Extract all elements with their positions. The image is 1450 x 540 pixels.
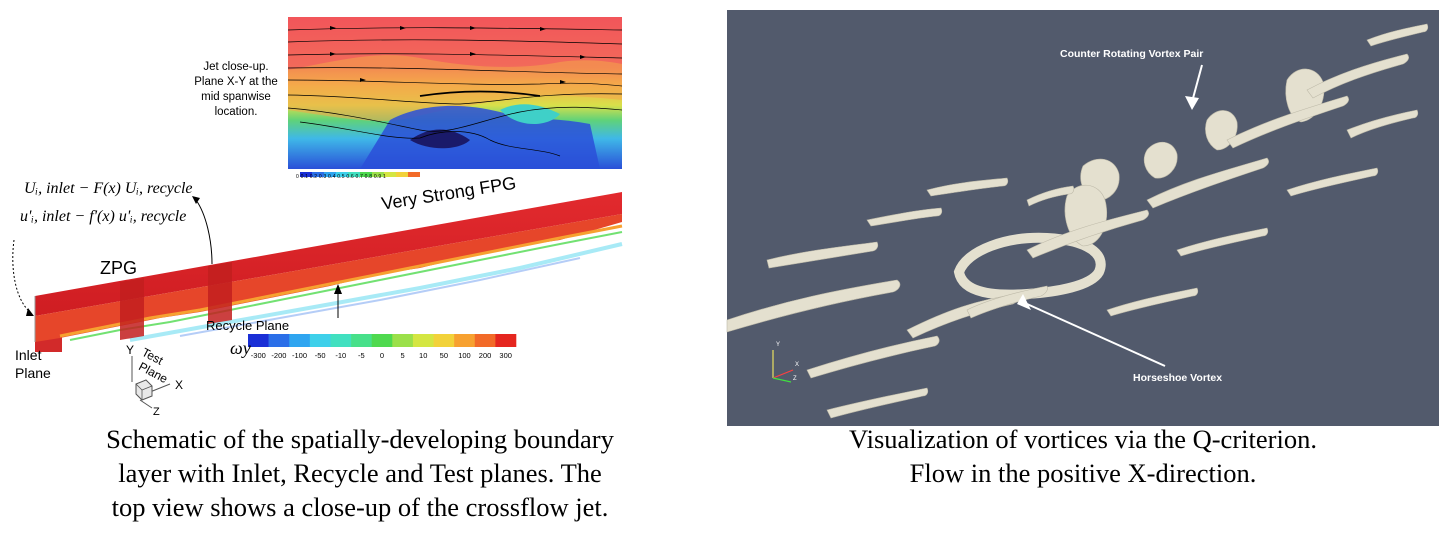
domain-box <box>34 192 623 352</box>
colorbar-swatch <box>248 334 269 347</box>
colorbar-swatch <box>351 334 372 347</box>
jet-closeup-image <box>287 17 623 169</box>
colorbar-swatch <box>392 334 414 347</box>
closeup-scale-tick: 0.3 <box>318 174 327 180</box>
colorbar-tick-label: 200 <box>478 351 492 360</box>
caption-line: Flow in the positive X-direction. <box>909 458 1257 488</box>
axis-triad-right <box>772 350 794 383</box>
boundary-layer-schematic <box>12 17 623 409</box>
jet-closeup-note: Jet close-up. Plane X-Y at the mid spanw… <box>190 60 282 120</box>
colorbar-tick-label: -50 <box>314 351 326 360</box>
label-zpg: ZPG <box>100 258 138 278</box>
caption-line: layer with Inlet, Recycle and Test plane… <box>118 458 602 488</box>
colorbar-swatch <box>309 334 331 347</box>
closeup-scale-tick: 0.6 <box>346 174 354 180</box>
caption-line: top view shows a close-up of the crossfl… <box>111 492 609 522</box>
colorbar-tick-label: 5 <box>400 351 405 360</box>
colorbar-tick-label: -100 <box>292 351 308 360</box>
figure-left-panel: Jet close-up. Plane X-Y at the mid spanw… <box>0 0 720 540</box>
vortex-structures <box>726 23 1429 419</box>
inlet-line: Plane <box>15 365 51 381</box>
closeup-scale-tick: 0.4 <box>328 174 336 180</box>
colorbar-swatch <box>433 334 455 347</box>
colorbar-swatch <box>289 334 311 347</box>
closeup-scale-ticks: 0 0.1 0.2 0.3 0.4 0.5 0.6 0.7 0.8 0.9 1 <box>296 174 386 180</box>
closeup-scale-tick: 0.9 <box>373 174 382 180</box>
jet-note-line: Plane X-Y at the <box>194 76 278 88</box>
jet-note-line: mid spanwise <box>201 91 271 103</box>
axis-label-y: Y <box>126 343 135 357</box>
colorbar-tick-label: 300 <box>499 351 512 360</box>
axis-triad-left <box>131 356 171 409</box>
q-criterion-render <box>726 23 1429 419</box>
caption-line: Visualization of vortices via the Q-crit… <box>849 424 1317 454</box>
caption-line: Schematic of the spatially-developing bo… <box>106 424 614 454</box>
closeup-scale-tick: 1 <box>382 174 386 180</box>
closeup-scale-tick: 0 <box>296 174 299 180</box>
colorbar-swatch <box>268 334 290 347</box>
inlet-line: Inlet <box>15 347 42 363</box>
colorbar-swatch <box>371 334 393 347</box>
closeup-scale-tick: 0.8 <box>364 174 373 180</box>
colorbar-tick-label: 50 <box>439 351 449 360</box>
colorbar-tick-label: 0 <box>379 351 385 360</box>
axis-label-y-right: Y <box>776 342 781 348</box>
jet-note-line: Jet close-up. <box>203 61 269 73</box>
colorbar-swatch <box>474 334 496 347</box>
label-inlet-plane: Inlet Plane <box>15 346 51 382</box>
closeup-scale-tick: 0.7 <box>355 174 364 180</box>
colorbar-ticks: -300 -200 -100 -50 -10 -5 0 5 10 50 100 200 300 <box>248 351 516 363</box>
annotation-counter-rotating-vortex-pair: Counter Rotating Vortex Pair <box>1060 48 1204 60</box>
jet-note-line: location. <box>214 106 258 118</box>
closeup-color-scale <box>300 172 420 177</box>
formula-velocity: Uᵢ, inlet − F(x) Uᵢ, recycle <box>24 180 193 197</box>
formula-fluctuation: u'ᵢ, inlet − f'(x) u'ᵢ, recycle <box>20 208 187 225</box>
axis-label-z: Z <box>153 406 160 418</box>
axis-label-x: X <box>175 378 184 392</box>
colorbar-swatch <box>454 334 476 347</box>
colorbar-tick-label: -5 <box>358 351 365 360</box>
colorbar-swatch <box>412 334 434 347</box>
colorbar-tick-label: -200 <box>271 351 287 360</box>
omega-colorbar <box>248 334 517 347</box>
vortex-visualization: Counter Rotating Vortex Pair Horseshoe V… <box>726 10 1439 426</box>
closeup-scale-tick: 0.2 <box>309 174 318 180</box>
caption-left: Schematic of the spatially-developing bo… <box>0 422 720 524</box>
axis-label-z-right: Z <box>793 376 797 382</box>
colorbar-swatch <box>330 334 352 347</box>
colorbar-swatch <box>495 334 517 347</box>
annotation-horseshoe-vortex: Horseshoe Vortex <box>1133 372 1223 384</box>
colorbar-tick-label: 10 <box>419 351 428 360</box>
colorbar-tick-label: 100 <box>458 351 471 360</box>
closeup-scale-tick: 0.5 <box>337 174 345 180</box>
axis-label-x-right: X <box>795 362 800 368</box>
closeup-scale-tick: 0.1 <box>300 174 309 180</box>
caption-right: Visualization of vortices via the Q-crit… <box>727 422 1439 490</box>
colorbar-tick-label: -300 <box>250 351 266 360</box>
colorbar-tick-label: -10 <box>335 351 347 360</box>
label-recycle-plane: Recycle Plane <box>206 318 290 333</box>
colorbar-symbol: ωy <box>230 338 251 358</box>
